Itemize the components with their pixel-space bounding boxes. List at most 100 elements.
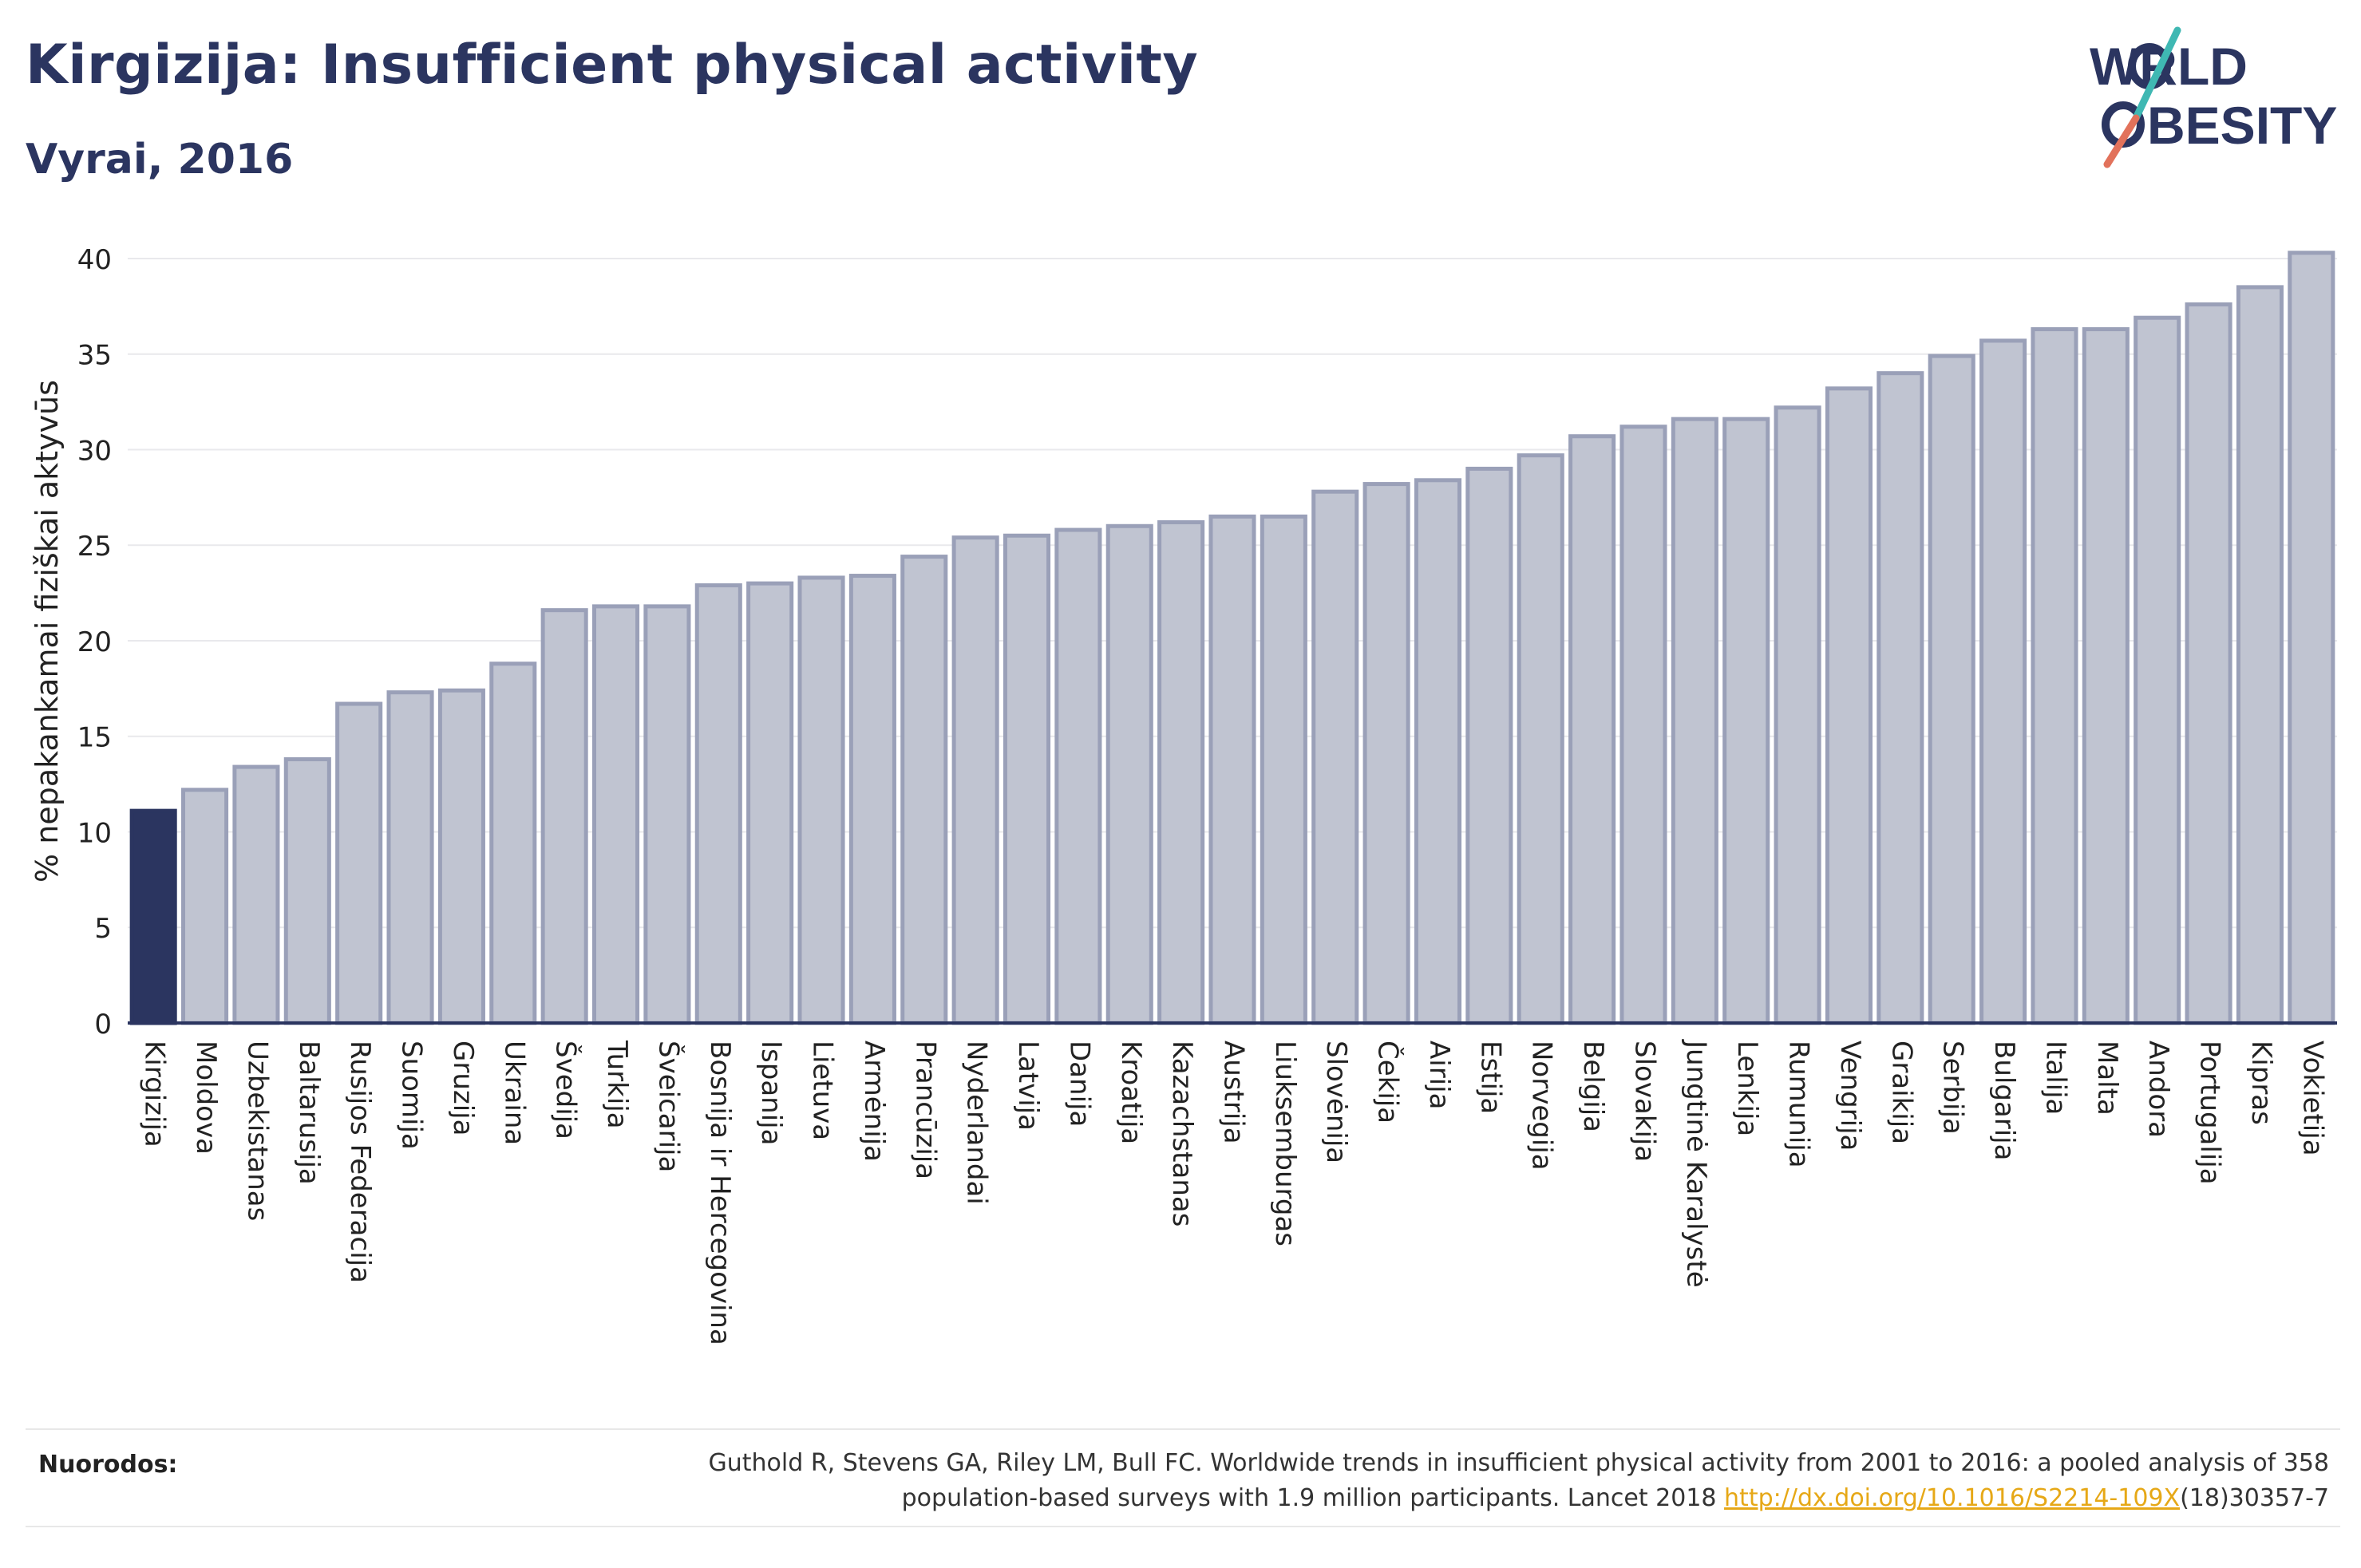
x-tick-label: Latvija	[1012, 1041, 1044, 1131]
x-tick-label: Kirgizija	[139, 1041, 171, 1147]
bar	[1517, 453, 1564, 1025]
bar	[129, 808, 177, 1025]
bar	[694, 583, 742, 1025]
bar	[2185, 302, 2232, 1025]
bar	[1774, 405, 1821, 1025]
logo-slash-coral	[2103, 114, 2140, 168]
x-tick-label: Slovėnija	[1320, 1041, 1352, 1163]
y-tick-label: 10	[77, 817, 112, 849]
logo-slash-teal	[2132, 26, 2181, 122]
bar	[1825, 386, 1873, 1025]
bar	[2288, 251, 2335, 1025]
bar	[591, 604, 640, 1025]
bar	[2134, 315, 2181, 1025]
y-tick-label: 5	[94, 913, 112, 945]
bar	[951, 535, 999, 1025]
x-tick-label: Uzbekistanas	[241, 1041, 273, 1221]
x-tick-label: Kazachstanas	[1166, 1041, 1198, 1226]
chart-subtitle: Vyrai, 2016	[26, 136, 294, 184]
bar	[1105, 523, 1153, 1025]
x-tick-label: Vengrija	[1834, 1041, 1866, 1151]
y-tick-label: 30	[77, 435, 112, 467]
bar	[1260, 514, 1307, 1025]
x-tick-label: Andora	[2142, 1041, 2174, 1138]
sources-top-rule	[26, 1428, 2340, 1430]
x-tick-label: Bosnija ir Hercegovina	[704, 1041, 736, 1345]
bar	[2031, 327, 2078, 1025]
bar	[386, 690, 434, 1025]
x-tick-label: Kipras	[2245, 1041, 2277, 1125]
x-tick-label: Čekija	[1372, 1041, 1405, 1124]
bar	[437, 688, 485, 1025]
bar	[1208, 514, 1256, 1025]
bar	[797, 575, 845, 1025]
sources-line-2: population-based surveys with 1.9 millio…	[453, 1481, 2329, 1516]
sources-line-2-suffix: (18)30357-7	[2180, 1484, 2329, 1512]
chart-title: Kirgizija: Insufficient physical activit…	[26, 34, 1199, 97]
y-tick-label: 25	[77, 531, 112, 563]
x-tick-label: Norvegija	[1526, 1041, 1558, 1171]
bar	[1414, 478, 1462, 1025]
bar	[848, 574, 896, 1025]
x-tick-label: Belgija	[1577, 1041, 1609, 1132]
x-tick-label: Bulgarija	[1988, 1041, 2020, 1160]
bar-chart: 0 5 10 15 20 25 30 35 40 % nepakankamai fiziškai …	[30, 244, 2337, 1345]
x-tick-label: Rusijos Federacija	[344, 1041, 376, 1283]
x-tick-label: Armėnija	[858, 1041, 890, 1162]
sources-bottom-rule	[26, 1526, 2340, 1527]
x-tick-label: Airija	[1423, 1041, 1455, 1109]
y-tick-label: 20	[77, 626, 112, 658]
x-tick-label: Malta	[2091, 1041, 2123, 1116]
x-tick-label: Šveicarija	[652, 1041, 685, 1172]
bar	[2082, 327, 2130, 1025]
x-tick-label: Švedija	[550, 1041, 583, 1139]
bar	[1619, 425, 1667, 1025]
sources-line-2-prefix: population-based surveys with 1.9 millio…	[901, 1484, 1725, 1512]
bar	[181, 788, 229, 1025]
bar	[1877, 371, 1924, 1025]
x-tick-label: Vokietija	[2296, 1041, 2328, 1156]
bar	[1362, 482, 1410, 1025]
bar	[1568, 434, 1616, 1025]
bar	[1722, 417, 1770, 1025]
doi-link[interactable]: http://dx.doi.org/10.1016/S2214-109X	[1724, 1484, 2181, 1512]
bar	[900, 555, 948, 1025]
x-tick-label: Kroatija	[1115, 1041, 1147, 1144]
x-tick-label: Turkija	[601, 1040, 633, 1129]
y-tick-label: 35	[77, 340, 112, 372]
x-tick-label: Jungtinė Karalystė	[1680, 1039, 1712, 1288]
x-tick-label: Lenkija	[1731, 1041, 1763, 1136]
bar	[232, 764, 280, 1025]
bar	[1054, 527, 1102, 1025]
x-tick-label: Moldova	[190, 1041, 222, 1155]
bar	[335, 701, 383, 1025]
x-tick-label: Suomija	[396, 1041, 428, 1150]
bar	[1311, 489, 1359, 1025]
bar	[540, 608, 588, 1025]
x-tick-label: Portugalija	[2194, 1041, 2226, 1185]
x-tick-label: Graikija	[1885, 1041, 1917, 1144]
x-tick-label: Estija	[1474, 1041, 1506, 1114]
x-tick-label: Slovakija	[1628, 1041, 1660, 1162]
bar	[1979, 338, 2027, 1025]
x-tick-label: Prancūzija	[909, 1041, 941, 1179]
x-tick-label: Baltarusija	[293, 1041, 325, 1185]
x-tick-label: Gruzija	[447, 1041, 479, 1136]
x-tick-label: Rumunija	[1783, 1041, 1815, 1168]
x-tick-label: Nyderlandai	[961, 1041, 993, 1205]
bar	[1671, 417, 1718, 1025]
bar	[746, 581, 794, 1025]
bar	[283, 756, 331, 1025]
x-tick-label: Austrija	[1218, 1041, 1250, 1144]
bar	[1465, 466, 1513, 1025]
sources-citation: Guthold R, Stevens GA, Riley LM, Bull FC…	[453, 1446, 2329, 1516]
y-tick-label: 15	[77, 722, 112, 754]
x-tick-label: Ukraina	[498, 1041, 530, 1145]
x-tick-label: Ispanija	[755, 1041, 787, 1145]
bar	[2236, 285, 2284, 1025]
bar	[1157, 519, 1205, 1025]
world-obesity-logo: WRLD BESITY	[2090, 26, 2337, 168]
bar	[643, 604, 691, 1025]
logo-obesity-text: BESITY	[2147, 96, 2337, 155]
y-axis-title: % nepakankamai fiziškai aktyvūs	[30, 380, 65, 883]
